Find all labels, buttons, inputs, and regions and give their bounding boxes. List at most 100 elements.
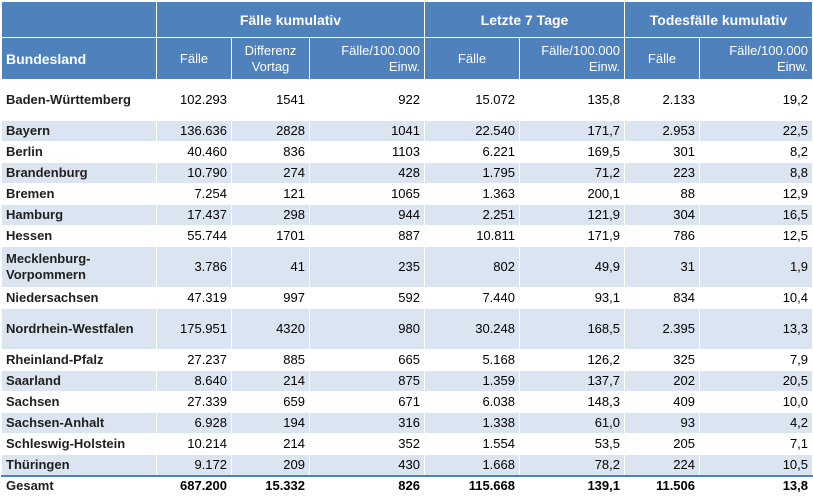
cell-per-100k-7-tage: 93,1 bbox=[519, 287, 625, 309]
cell-per-100k-7-tage: 71,2 bbox=[519, 162, 625, 184]
cell-faelle-7-tage: 7.440 bbox=[424, 287, 520, 309]
cell-todesfaelle: 2.953 bbox=[624, 120, 700, 142]
cell-differenz-vortag: 298 bbox=[231, 204, 310, 226]
total-cell-faelle-per-100k: 826 bbox=[309, 474, 425, 497]
cell-todesfaelle-per-100k: 20,5 bbox=[698, 370, 813, 392]
cell-faelle-7-tage: 1.359 bbox=[424, 370, 520, 392]
cell-bundesland: Niedersachsen bbox=[1, 287, 157, 309]
cell-faelle-7-tage: 1.795 bbox=[424, 162, 520, 184]
cell-differenz-vortag: 194 bbox=[231, 412, 310, 434]
cell-todesfaelle: 409 bbox=[624, 391, 700, 413]
cell-todesfaelle-per-100k: 7,1 bbox=[698, 433, 813, 455]
cell-faelle-per-100k: 922 bbox=[309, 79, 425, 121]
cell-faelle: 55.744 bbox=[156, 225, 232, 247]
cell-per-100k-7-tage: 171,9 bbox=[519, 225, 625, 247]
cell-todesfaelle: 786 bbox=[624, 225, 700, 247]
cell-todesfaelle-per-100k: 10,0 bbox=[698, 391, 813, 413]
cell-differenz-vortag: 2828 bbox=[231, 120, 310, 142]
cell-todesfaelle-per-100k: 8,2 bbox=[698, 141, 813, 163]
cell-faelle-7-tage: 1.668 bbox=[424, 454, 520, 476]
cell-faelle: 27.237 bbox=[156, 349, 232, 371]
cell-todesfaelle: 205 bbox=[624, 433, 700, 455]
cell-faelle: 10.214 bbox=[156, 433, 232, 455]
cell-faelle-7-tage: 802 bbox=[424, 246, 520, 288]
cell-todesfaelle: 834 bbox=[624, 287, 700, 309]
cell-per-100k-7-tage: 121,9 bbox=[519, 204, 625, 226]
total-row: Gesamt 687.200 15.332 826 115.668 139,1 11.506… bbox=[1, 474, 813, 497]
cell-faelle-per-100k: 875 bbox=[309, 370, 425, 392]
cell-faelle: 9.172 bbox=[156, 454, 232, 476]
cell-per-100k-7-tage: 169,5 bbox=[519, 141, 625, 163]
cell-faelle-7-tage: 1.363 bbox=[424, 183, 520, 205]
cell-faelle: 6.928 bbox=[156, 412, 232, 434]
cell-differenz-vortag: 209 bbox=[231, 454, 310, 476]
total-cell-per-100k-7-tage: 139,1 bbox=[519, 474, 625, 497]
cell-todesfaelle-per-100k: 12,5 bbox=[698, 225, 813, 247]
column-header-differenz-vortag: Differenz Vortag bbox=[231, 37, 310, 80]
cell-faelle-7-tage: 1.554 bbox=[424, 433, 520, 455]
cell-faelle: 7.254 bbox=[156, 183, 232, 205]
cell-per-100k-7-tage: 126,2 bbox=[519, 349, 625, 371]
cell-faelle-7-tage: 6.221 bbox=[424, 141, 520, 163]
cell-differenz-vortag: 274 bbox=[231, 162, 310, 184]
cell-bundesland: Sachsen bbox=[1, 391, 157, 413]
cell-faelle-per-100k: 235 bbox=[309, 246, 425, 288]
table-row: Sachsen-Anhalt 6.928 194 316 1.338 61,0 93 4,2 bbox=[1, 412, 813, 434]
table-row: Saarland 8.640 214 875 1.359 137,7 202 20,5 bbox=[1, 370, 813, 392]
column-header-per-100k-7-tage: Fälle/100.000 Einw. bbox=[519, 37, 625, 80]
cell-differenz-vortag: 4320 bbox=[231, 308, 310, 350]
cell-faelle-7-tage: 30.248 bbox=[424, 308, 520, 350]
cell-per-100k-7-tage: 78,2 bbox=[519, 454, 625, 476]
table-row: Thüringen 9.172 209 430 1.668 78,2 224 10,5 bbox=[1, 454, 813, 476]
cell-bundesland: Bremen bbox=[1, 183, 157, 205]
cell-todesfaelle: 223 bbox=[624, 162, 700, 184]
cell-bundesland: Sachsen-Anhalt bbox=[1, 412, 157, 434]
cell-faelle: 102.293 bbox=[156, 79, 232, 121]
cell-differenz-vortag: 214 bbox=[231, 433, 310, 455]
group-header-faelle-kumulativ: Fälle kumulativ bbox=[156, 1, 425, 38]
cell-todesfaelle-per-100k: 10,4 bbox=[698, 287, 813, 309]
cell-faelle: 8.640 bbox=[156, 370, 232, 392]
cell-todesfaelle-per-100k: 22,5 bbox=[698, 120, 813, 142]
cell-todesfaelle-per-100k: 13,3 bbox=[698, 308, 813, 350]
cell-faelle: 27.339 bbox=[156, 391, 232, 413]
cell-differenz-vortag: 41 bbox=[231, 246, 310, 288]
cell-differenz-vortag: 1701 bbox=[231, 225, 310, 247]
cell-bundesland: Nordrhein-Westfalen bbox=[1, 308, 157, 350]
cell-faelle-7-tage: 5.168 bbox=[424, 349, 520, 371]
cell-bundesland: Berlin bbox=[1, 141, 157, 163]
cell-todesfaelle-per-100k: 1,9 bbox=[698, 246, 813, 288]
cell-todesfaelle: 325 bbox=[624, 349, 700, 371]
cell-faelle-per-100k: 887 bbox=[309, 225, 425, 247]
cell-todesfaelle: 88 bbox=[624, 183, 700, 205]
total-cell-todesfaelle: 11.506 bbox=[624, 474, 700, 497]
cell-differenz-vortag: 836 bbox=[231, 141, 310, 163]
cell-faelle-per-100k: 665 bbox=[309, 349, 425, 371]
cell-bundesland: Hamburg bbox=[1, 204, 157, 226]
cell-bundesland: Saarland bbox=[1, 370, 157, 392]
cell-faelle-7-tage: 10.811 bbox=[424, 225, 520, 247]
cell-todesfaelle-per-100k: 4,2 bbox=[698, 412, 813, 434]
table-row: Hessen 55.744 1701 887 10.811 171,9 786 12,5 bbox=[1, 225, 813, 247]
cell-faelle-per-100k: 316 bbox=[309, 412, 425, 434]
cell-faelle-per-100k: 430 bbox=[309, 454, 425, 476]
cell-todesfaelle: 224 bbox=[624, 454, 700, 476]
cell-differenz-vortag: 1541 bbox=[231, 79, 310, 121]
cell-bundesland: Baden-Württemberg bbox=[1, 79, 157, 121]
cell-todesfaelle: 304 bbox=[624, 204, 700, 226]
cell-faelle-per-100k: 428 bbox=[309, 162, 425, 184]
cell-todesfaelle-per-100k: 7,9 bbox=[698, 349, 813, 371]
cell-faelle-7-tage: 15.072 bbox=[424, 79, 520, 121]
cell-bundesland: Mecklenburg-Vorpommern bbox=[1, 246, 157, 288]
cell-faelle-7-tage: 6.038 bbox=[424, 391, 520, 413]
column-header-bundesland: Bundesland bbox=[1, 37, 157, 80]
column-header-faelle-7-tage: Fälle bbox=[424, 37, 520, 80]
table-row: Berlin 40.460 836 1103 6.221 169,5 301 8,2 bbox=[1, 141, 813, 163]
column-header-faelle: Fälle bbox=[156, 37, 232, 80]
cell-per-100k-7-tage: 148,3 bbox=[519, 391, 625, 413]
table-row: Rheinland-Pfalz 27.237 885 665 5.168 126,2 325… bbox=[1, 349, 813, 371]
cell-faelle: 47.319 bbox=[156, 287, 232, 309]
cell-todesfaelle: 2.133 bbox=[624, 79, 700, 121]
cell-faelle: 136.636 bbox=[156, 120, 232, 142]
cell-gesamt-label: Gesamt bbox=[1, 474, 157, 497]
